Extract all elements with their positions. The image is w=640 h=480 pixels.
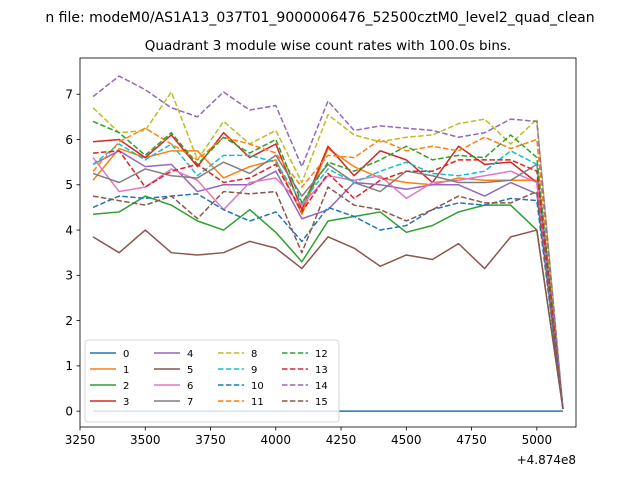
legend-label-0: 0 (123, 349, 129, 360)
legend-label-10: 10 (251, 381, 264, 392)
figure-suptitle: n file: modeM0/AS1A13_037T01_9000006476_… (45, 10, 594, 26)
legend-label-4: 4 (187, 349, 193, 360)
series-line-7 (92, 154, 564, 409)
x-tick-label: 3750 (195, 433, 226, 447)
y-tick-label: 3 (65, 269, 73, 283)
legend-label-13: 13 (315, 365, 328, 376)
y-tick-label: 7 (65, 88, 73, 102)
series-line-9 (92, 143, 564, 409)
y-tick-label: 6 (65, 133, 73, 147)
series-lines (92, 75, 564, 412)
series-line-12 (92, 120, 564, 409)
y-tick-label: 0 (65, 404, 73, 418)
x-tick-label: 3500 (130, 433, 161, 447)
series-line-13 (92, 150, 564, 409)
series-line-11 (92, 127, 564, 409)
legend-label-3: 3 (123, 397, 129, 408)
series-line-14 (92, 75, 564, 409)
series-line-8 (92, 91, 564, 409)
legend-label-2: 2 (123, 381, 129, 392)
series-line-6 (92, 157, 564, 409)
x-tick-label: 4250 (326, 433, 357, 447)
series-line-1 (92, 147, 564, 409)
legend-label-8: 8 (251, 349, 257, 360)
legend-label-9: 9 (251, 365, 257, 376)
y-tick-label: 2 (65, 314, 73, 328)
legend-label-5: 5 (187, 365, 193, 376)
axes (79, 57, 577, 428)
legend-label-7: 7 (187, 397, 193, 408)
x-tick-label: 4500 (391, 433, 422, 447)
series-line-3 (92, 131, 564, 409)
legend-label-1: 1 (123, 365, 129, 376)
legend-label-6: 6 (187, 381, 193, 392)
y-tick-label: 1 (65, 359, 73, 373)
x-offset-text: +4.874e8 (517, 453, 576, 467)
series-line-15 (92, 186, 564, 409)
y-tick-label: 4 (65, 223, 73, 237)
y-tick-label: 5 (65, 178, 73, 192)
plot-frame (79, 57, 577, 428)
x-tick-label: 4750 (456, 433, 487, 447)
x-tick-label: 4000 (261, 433, 292, 447)
legend-label-14: 14 (315, 381, 328, 392)
x-tick-label: 5000 (522, 433, 553, 447)
series-line-5 (92, 229, 564, 409)
legend-box (84, 339, 340, 423)
series-line-4 (92, 150, 564, 409)
legend-label-15: 15 (315, 397, 328, 408)
legend-label-11: 11 (251, 397, 264, 408)
legend-label-12: 12 (315, 349, 328, 360)
x-tick-label: 3250 (65, 433, 96, 447)
chart-title: Quadrant 3 module wise count rates with … (145, 38, 511, 54)
